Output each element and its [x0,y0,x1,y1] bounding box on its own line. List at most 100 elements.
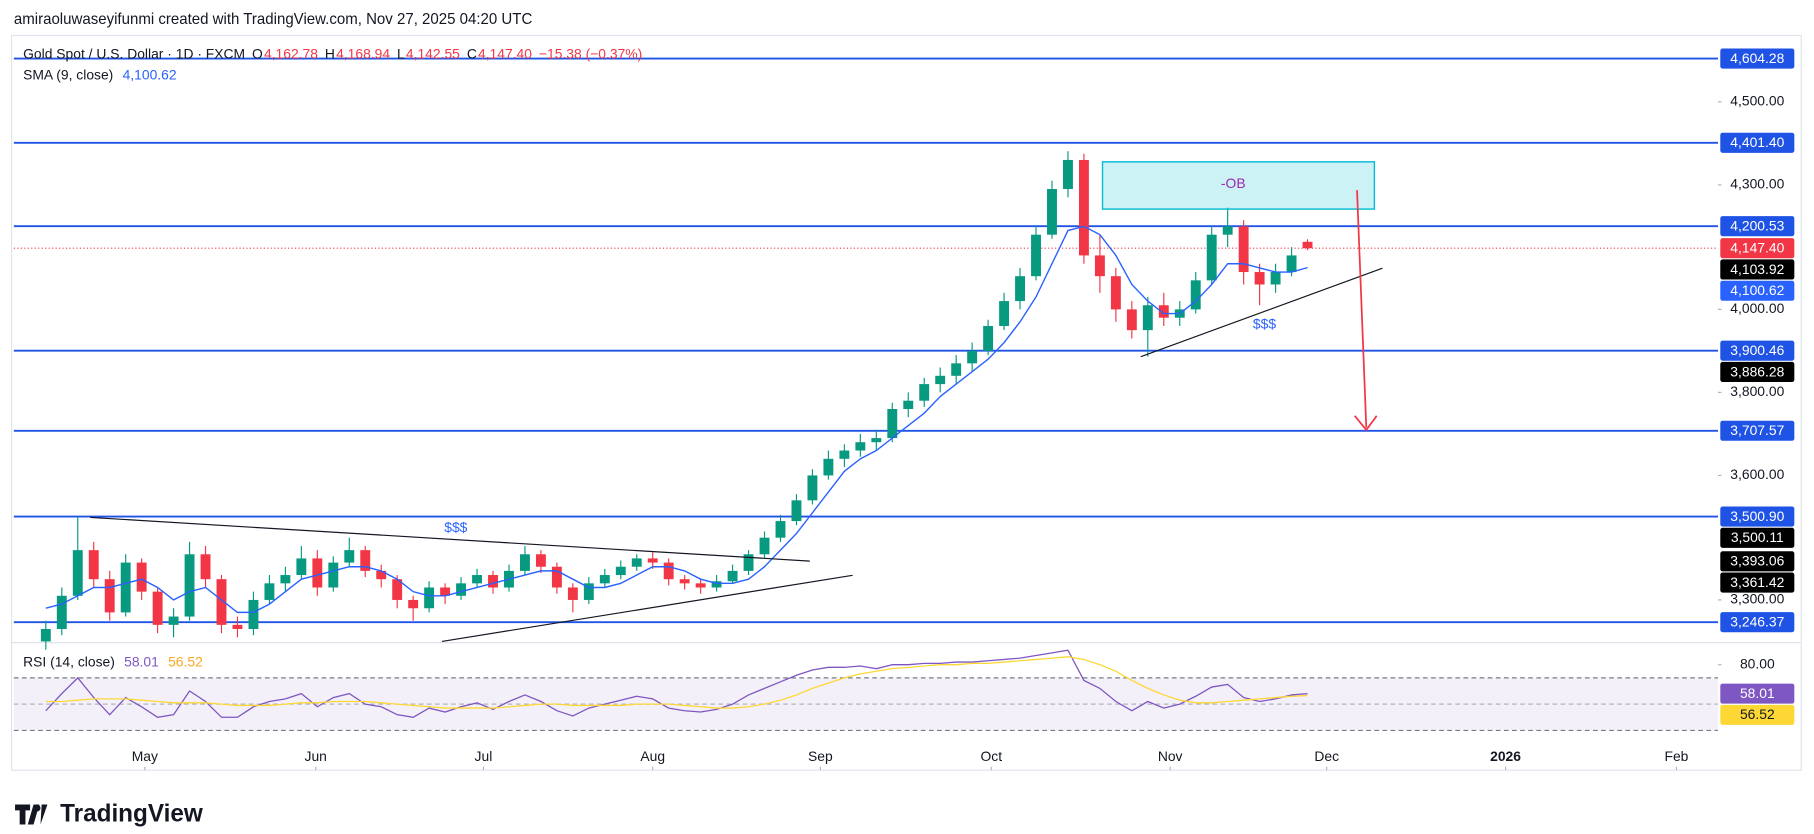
candle-body [136,562,147,592]
candle-body [743,554,754,571]
candle-body [472,575,482,584]
candle-body [1158,305,1169,318]
drawings: -OB $$$ $$$ [90,161,1383,643]
price-tag [1720,506,1795,527]
trendline [90,516,810,562]
candle-body [583,583,594,600]
price-tag [1720,572,1795,593]
legend-text: RSI (14, close) [23,653,115,669]
y-tick-label: 3,600.00 [1730,466,1784,482]
candle-body [1031,234,1041,277]
logo-dot [33,804,41,812]
annotation: $$$ [1253,315,1276,331]
x-tick-label: Feb [1665,748,1689,764]
price-tag [1720,527,1795,548]
order-block [1101,161,1376,210]
price-tag [1720,551,1795,572]
legend: Gold Spot / U.S. Dollar · 1D · FXCM O4,16… [23,45,642,61]
price-tag-label: 3,500.11 [1731,529,1784,545]
candle-body [200,554,211,580]
candle-body [264,583,275,600]
marks-layer [13,57,1718,718]
price-tag-label: 3,900.46 [1730,342,1784,358]
price-tag [1720,420,1795,441]
candle-body [855,442,866,451]
frame [10,34,1802,771]
candle-body [1254,272,1265,285]
price-tag-label: 3,500.90 [1730,508,1784,524]
candle-body [951,363,962,376]
candle-body [424,587,435,609]
price-tag [1720,216,1795,237]
price-tag [1720,48,1795,69]
candle-body [168,616,179,625]
brand: TradingView [60,800,204,827]
candle-body [759,537,770,555]
candle-body [919,384,930,401]
x-tick-label: Sep [808,748,833,764]
candle-body [1206,234,1217,281]
candle-body [599,575,610,584]
x-tick-label: Oct [981,748,1003,764]
candle-body [839,450,850,459]
candle-body [1047,189,1057,235]
annotation: $$$ [444,519,467,535]
candle-body [296,558,307,576]
candle-body [871,438,882,443]
candle-body [775,521,786,538]
candle-body [663,562,674,580]
tags-layer: 58.01 56.52 4,604.28 4,401.40 4,200.53 4,147.… [1720,48,1795,725]
legend-text: SMA (9, close) [23,66,113,82]
candle-body [551,566,562,588]
candle-body [1078,159,1089,256]
candle-body [1270,272,1281,285]
candle-body [40,628,51,642]
candle-body [312,558,323,588]
price-tag [1720,238,1795,259]
price-tag-label: 4,100.62 [1730,282,1784,298]
candle-body [999,301,1010,326]
price-tag [1720,259,1795,280]
candle-body [1238,226,1249,273]
y-tick-label: 4,000.00 [1730,300,1784,316]
candle-body [935,375,946,385]
annotation: -OB [1221,175,1246,191]
candle-body [56,595,67,629]
legend-text: 4,147.40 [478,45,532,61]
candle-body [967,350,978,364]
candle-body [1094,255,1105,277]
y-tick-label: 4,500.00 [1730,92,1784,108]
under-layer: May Jun Jul Aug Sep Oct Nov Dec 2026 Feb3,300.003… [13,92,1785,771]
price-tag [1720,340,1795,361]
trendline [441,574,853,643]
legend-text: 58.01 [124,653,159,669]
candle-body [1126,309,1137,331]
price-tag-label: 4,401.40 [1730,134,1784,150]
x-tick-label: Jun [305,748,327,764]
x-tick-label: Jul [475,748,493,764]
candle-body [88,550,99,580]
candle-body [1190,280,1201,310]
candle-body [567,587,578,600]
candle-body [360,550,371,571]
x-tick-label: Dec [1314,748,1339,764]
candle-body [456,583,467,596]
logo: TradingView [15,800,204,828]
price-tag [1720,683,1795,704]
price-tag-label: 4,103.92 [1730,261,1784,277]
price-tag-label: 3,361.42 [1730,574,1784,590]
candle-body [232,624,243,629]
legend-text: −15.38 (−0.37%) [539,45,642,61]
y-tick-label: 3,300.00 [1730,591,1784,607]
candle-body [72,550,83,596]
legend-text: 4,168.94 [336,45,390,61]
candle-body [711,581,722,588]
candle-body [695,583,706,588]
legend: RSI (14, close) 58.01 56.52 [23,653,203,669]
x-tick-label: 2026 [1490,748,1521,764]
rsi-line [45,656,1308,709]
candle-body [488,575,498,588]
y-tick-label: 80.00 [1740,655,1775,671]
legend-text: 56.52 [168,653,203,669]
